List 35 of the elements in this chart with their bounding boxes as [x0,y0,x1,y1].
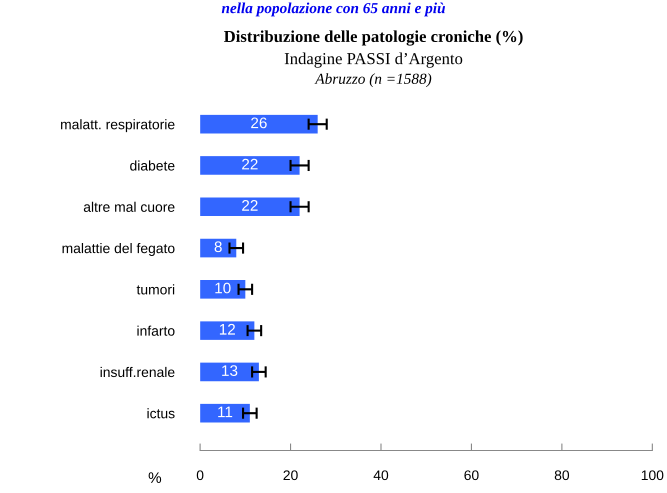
bar [200,321,254,340]
y-tick-label: malattie del fegato [62,243,175,256]
bar [200,197,300,216]
data-label: 26 [251,117,267,128]
chart-title: Distribuzione delle patologie croniche (%) [224,30,523,46]
bar [200,280,246,299]
y-tick-label: insuff.renale [100,366,174,378]
text: Abruzzo (n =1588) [314,73,432,88]
y-tick-label: ictus [147,408,175,418]
y-tick-label: tumori [136,284,174,294]
data-label: 11 [218,406,232,418]
x-tick-label: 60 [464,470,479,480]
x-tick-label: 80 [554,470,570,480]
y-tick-label: infarto [137,326,175,336]
data-label: 10 [215,282,231,294]
data-label: 8 [214,241,222,252]
bar [200,114,318,134]
bar [200,238,236,258]
chart-subtitle: Indagine PASSI d’Argento [284,52,462,68]
y-tick-label: diabete [130,160,174,171]
text: nella popolazione con 65 anni e più [222,2,446,16]
data-label: 22 [242,200,258,211]
data-label: 13 [222,365,238,376]
data-label: 22 [242,158,258,170]
y-tick-label: altre mal cuore [84,202,174,212]
x-axis-title: % [148,472,162,483]
bar [200,362,259,382]
x-tick-label: 0 [196,470,204,480]
x-tick-label: 100 [642,470,664,480]
bar [200,156,300,175]
y-tick-label: malatt. respiratorie [61,119,174,132]
x-tick-label: 20 [284,470,298,480]
data-label: 12 [220,324,235,335]
x-tick-label: 40 [374,470,388,480]
bar [200,404,250,422]
